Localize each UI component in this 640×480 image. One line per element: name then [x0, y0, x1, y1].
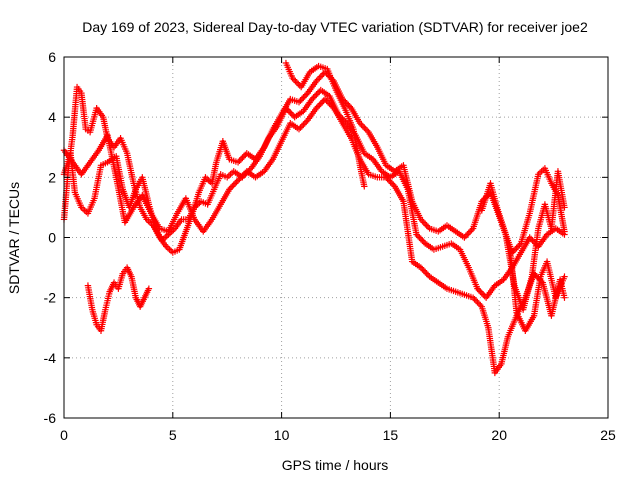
series-track-a — [61, 69, 568, 256]
x-tick-label: 20 — [491, 427, 507, 443]
data-point — [229, 183, 235, 189]
data-point — [360, 123, 366, 129]
axis-ticks: 0 5 10 15 20 25 -6 -4 -2 0 2 4 6 — [44, 49, 616, 443]
data-point — [466, 230, 472, 236]
data-point — [363, 126, 369, 132]
data-point — [165, 245, 171, 251]
x-axis-label: GPS time / hours — [282, 457, 389, 473]
y-tick-label: 4 — [48, 109, 56, 125]
data-point — [474, 299, 480, 305]
data-point — [529, 237, 535, 243]
data-point — [292, 78, 298, 84]
data-point — [361, 124, 367, 130]
data-point — [81, 207, 87, 213]
y-tick-label: 6 — [48, 49, 56, 65]
data-point — [302, 93, 308, 99]
data-point — [232, 180, 238, 186]
y-tick-label: 0 — [48, 230, 56, 246]
series-track-c — [61, 96, 568, 376]
data-point — [231, 182, 237, 188]
data-point — [226, 173, 232, 179]
series-track-d — [85, 264, 152, 334]
data-point — [389, 180, 395, 186]
data-point — [538, 168, 544, 174]
chart-root: Day 169 of 2023, Sidereal Day-to-day VTE… — [0, 0, 640, 480]
data-point — [319, 72, 325, 78]
data-point — [476, 300, 482, 306]
data-point — [423, 222, 429, 228]
data-point — [421, 267, 427, 273]
data-point — [422, 269, 428, 275]
data-point — [236, 158, 242, 164]
data-point — [206, 177, 212, 183]
data-point — [479, 290, 485, 296]
data-point — [419, 237, 425, 243]
x-tick-label: 5 — [169, 427, 177, 443]
data-point — [422, 221, 428, 227]
data-point — [418, 236, 424, 242]
chart-title: Day 169 of 2023, Sidereal Day-to-day VTE… — [82, 19, 588, 35]
data-point — [416, 234, 422, 240]
data-point — [316, 75, 322, 81]
data-point — [421, 219, 427, 225]
data-point — [300, 94, 306, 100]
data-point — [318, 100, 324, 106]
data-point — [319, 99, 325, 105]
x-tick-label: 10 — [274, 427, 290, 443]
y-axis-label: SDTVAR / TECUs — [6, 182, 22, 294]
data-point — [295, 81, 301, 87]
data-point — [467, 228, 473, 234]
data-point — [302, 120, 308, 126]
y-tick-label: -4 — [44, 350, 57, 366]
data-point — [473, 297, 479, 303]
data-points — [61, 60, 568, 376]
data-point — [297, 97, 303, 103]
x-tick-label: 0 — [60, 427, 68, 443]
y-tick-label: 2 — [48, 169, 56, 185]
x-tick-label: 15 — [383, 427, 399, 443]
data-point — [297, 124, 303, 130]
y-tick-label: -6 — [44, 410, 57, 426]
data-point — [312, 93, 318, 99]
data-point — [463, 233, 469, 239]
sdtvar-scatter-chart: Day 169 of 2023, Sidereal Day-to-day VTE… — [0, 0, 640, 480]
data-point — [300, 121, 306, 127]
y-tick-label: -2 — [44, 290, 57, 306]
data-point — [318, 73, 324, 79]
data-point — [313, 91, 319, 97]
x-tick-label: 25 — [600, 427, 616, 443]
data-point — [233, 179, 239, 185]
data-point — [423, 270, 429, 276]
data-point — [239, 155, 245, 161]
data-point — [316, 102, 322, 108]
data-point — [387, 179, 393, 185]
data-point — [477, 288, 483, 294]
